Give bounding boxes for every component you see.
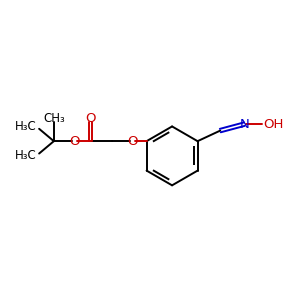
Text: H₃C: H₃C	[15, 149, 37, 162]
Text: CH₃: CH₃	[43, 112, 65, 125]
Text: N: N	[240, 118, 249, 130]
Text: O: O	[85, 112, 96, 125]
Text: OH: OH	[263, 118, 284, 130]
Text: H₃C: H₃C	[15, 120, 37, 133]
Text: O: O	[127, 135, 138, 148]
Text: O: O	[69, 135, 80, 148]
